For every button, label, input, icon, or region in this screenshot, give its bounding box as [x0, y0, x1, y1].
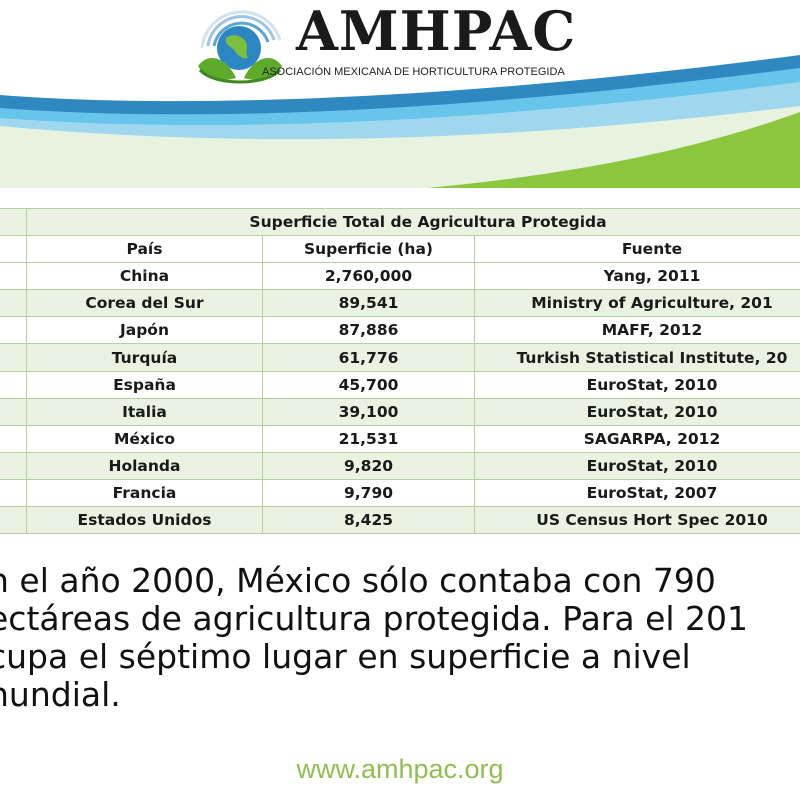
table-header-row: País Superficie (ha) Fuente: [0, 235, 800, 264]
cell-country: Italia: [26, 397, 263, 426]
agriculture-table: Superficie Total de Agricultura Protegid…: [0, 207, 800, 535]
cell-area: 2,760,000: [262, 262, 475, 291]
swoosh-graphic: [0, 55, 800, 200]
table-row: Japón 87,886 MAFF, 2012: [0, 316, 800, 345]
cell-source: EuroStat, 2010: [474, 451, 800, 480]
table-row-lead-cell: [0, 262, 27, 291]
table-row-lead-cell: [0, 370, 27, 399]
cell-source: EuroStat, 2010: [474, 370, 800, 399]
header-banner: AMHPAC ASOCIACIÓN MEXICANA DE HORTICULTU…: [0, 0, 800, 200]
cell-area: 87,886: [262, 316, 475, 345]
cell-area: 21,531: [262, 424, 475, 453]
table-row: México 21,531 SAGARPA, 2012: [0, 424, 800, 453]
cell-country: Japón: [26, 316, 263, 345]
cell-country: Francia: [26, 478, 263, 508]
cell-source: EuroStat, 2007: [474, 478, 800, 508]
cell-area: 9,790: [262, 478, 475, 508]
cell-area: 8,425: [262, 506, 475, 535]
table-row-lead-cell: [0, 424, 27, 453]
logo-subtitle: ASOCIACIÓN MEXICANA DE HORTICULTURA PROT…: [262, 66, 565, 78]
table-row: Italia 39,100 EuroStat, 2010: [0, 397, 800, 426]
summary-line: cupa el séptimo lugar en superficie a ni…: [0, 637, 691, 676]
cell-country: Holanda: [26, 451, 263, 480]
website-url: www.amhpac.org: [296, 754, 504, 784]
cell-country: Estados Unidos: [26, 506, 263, 535]
cell-source: SAGARPA, 2012: [474, 424, 800, 453]
summary-line: ectáreas de agricultura protegida. Para …: [0, 599, 749, 638]
table-row-lead-cell: [0, 343, 27, 372]
summary-line: nundial.: [0, 675, 121, 714]
column-header-source: Fuente: [474, 235, 800, 264]
cell-area: 39,100: [262, 397, 475, 426]
table-row: Corea del Sur 89,541 Ministry of Agricultu…: [0, 289, 800, 318]
table-caption-row: Superficie Total de Agricultura Protegid…: [0, 207, 800, 237]
table-row-lead-cell: [0, 451, 27, 480]
cell-source: Turkish Statistical Institute, 20: [474, 343, 800, 372]
column-header-country: País: [26, 235, 263, 264]
cell-area: 9,820: [262, 451, 475, 480]
agriculture-table-container: Superficie Total de Agricultura Protegid…: [0, 207, 800, 535]
table-row-lead-cell: [0, 478, 27, 508]
cell-country: España: [26, 370, 263, 399]
cell-area: 89,541: [262, 289, 475, 318]
cell-source: Ministry of Agriculture, 201: [474, 289, 800, 318]
column-header-area: Superficie (ha): [262, 235, 475, 264]
table-row: Estados Unidos 8,425 US Census Hort Spec 2…: [0, 506, 800, 535]
table-corner-cell: [0, 235, 27, 264]
table-row: España 45,700 EuroStat, 2010: [0, 370, 800, 399]
table-row-lead-cell: [0, 316, 27, 345]
table-row: China 2,760,000 Yang, 2011: [0, 262, 800, 291]
table-row: Turquía 61,776 Turkish Statistical Institu…: [0, 343, 800, 372]
summary-text: n el año 2000, México sólo contaba con 7…: [0, 562, 800, 714]
logo-emblem: [186, 0, 296, 96]
table-row-lead-cell: [0, 289, 27, 318]
table-caption: Superficie Total de Agricultura Protegid…: [26, 207, 800, 237]
cell-area: 45,700: [262, 370, 475, 399]
table-row-lead-cell: [0, 397, 27, 426]
table-row-lead-cell: [0, 506, 27, 535]
cell-source: Yang, 2011: [474, 262, 800, 291]
cell-country: Corea del Sur: [26, 289, 263, 318]
cell-area: 61,776: [262, 343, 475, 372]
cell-country: China: [26, 262, 263, 291]
cell-source: EuroStat, 2010: [474, 397, 800, 426]
logo-title: AMHPAC: [296, 0, 577, 63]
cell-country: México: [26, 424, 263, 453]
cell-source: MAFF, 2012: [474, 316, 800, 345]
table-row: Holanda 9,820 EuroStat, 2010: [0, 451, 800, 480]
cell-country: Turquía: [26, 343, 263, 372]
table-corner-cell: [0, 207, 27, 237]
cell-source: US Census Hort Spec 2010: [474, 506, 800, 535]
summary-line: n el año 2000, México sólo contaba con 7…: [0, 561, 716, 600]
table-row: Francia 9,790 EuroStat, 2007: [0, 478, 800, 508]
